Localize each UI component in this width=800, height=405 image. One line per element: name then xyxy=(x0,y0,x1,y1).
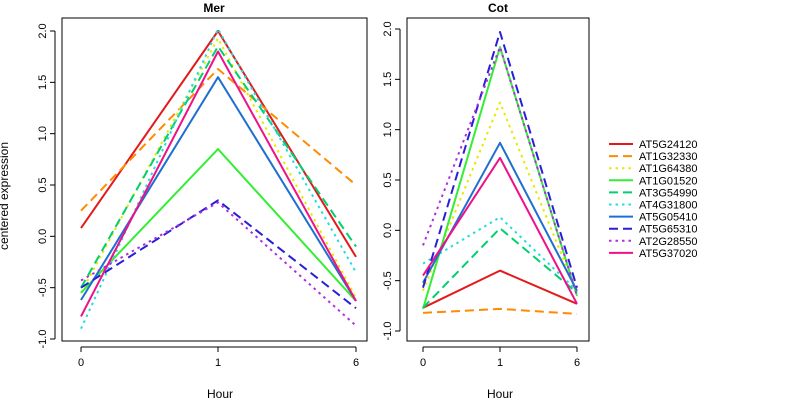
legend-label: AT2G28550 xyxy=(639,236,698,248)
x-axis: 0 1 6 xyxy=(420,346,580,369)
y-tick-label: 0.0 xyxy=(37,229,49,244)
y-tick-label: -0.5 xyxy=(37,278,49,297)
legend-label: AT3G54990 xyxy=(639,187,698,199)
series-line-at1g01520 xyxy=(80,148,357,302)
legend-label: AT5G37020 xyxy=(639,248,698,260)
series-line-at2g28550 xyxy=(80,201,357,327)
y-tick-label: 0.0 xyxy=(382,223,394,238)
x-axis: 0 1 6 xyxy=(78,346,359,369)
series-line-at5g24120 xyxy=(80,30,357,258)
series-line-at1g01520 xyxy=(422,46,578,310)
legend-item: AT5G24120 xyxy=(609,139,698,151)
legend-label: AT5G24120 xyxy=(639,139,698,151)
panel-title: Mer xyxy=(203,1,225,15)
y-axis: -1.0 -0.5 0.0 0.5 1.0 1.5 2.0 xyxy=(382,21,401,341)
panel-mer: Mer Hour -1.0 -0.5 0.0 0.5 1.0 1.5 2.0 0 1 6 xyxy=(37,1,368,401)
y-tick-label: 1.0 xyxy=(382,122,394,137)
y-tick-label: -1.0 xyxy=(382,322,394,341)
series-line-at1g64380 xyxy=(422,101,578,294)
series-line-at1g32330 xyxy=(422,307,578,315)
legend-item: AT1G32330 xyxy=(609,151,698,163)
series-lines xyxy=(422,31,578,315)
y-tick-label: 1.5 xyxy=(37,75,49,90)
x-tick-label: 6 xyxy=(574,357,580,369)
y-axis-label: centered expression xyxy=(0,142,11,250)
series-line-at5g05410 xyxy=(80,76,357,302)
series-line-at5g37020 xyxy=(80,50,357,317)
x-axis-label: Hour xyxy=(207,387,233,400)
panel-title: Cot xyxy=(488,1,508,15)
legend-item: AT3G54990 xyxy=(609,187,698,199)
series-line-at3g54990 xyxy=(80,45,357,289)
y-tick-label: 1.5 xyxy=(382,72,394,87)
panel-cot: Cot Hour -1.0 -0.5 0.0 0.5 1.0 1.5 2.0 0 1 6 xyxy=(382,1,590,401)
legend-label: AT1G64380 xyxy=(639,163,698,175)
y-tick-label: -1.0 xyxy=(37,330,49,349)
y-tick-label: 1.0 xyxy=(37,126,49,141)
x-tick-label: 0 xyxy=(420,357,426,369)
legend-item: AT1G64380 xyxy=(609,163,698,175)
x-tick-label: 1 xyxy=(497,357,503,369)
legend-item: AT5G37020 xyxy=(609,248,698,260)
series-line-at5g24120 xyxy=(422,269,578,309)
y-tick-label: -0.5 xyxy=(382,271,394,290)
legend: AT5G24120AT1G32330AT1G64380AT1G01520AT3G… xyxy=(609,139,698,260)
legend-label: AT1G01520 xyxy=(639,175,698,187)
series-line-at4g31800 xyxy=(80,27,357,330)
legend-item: AT1G01520 xyxy=(609,175,698,187)
y-tick-label: 0.5 xyxy=(37,177,49,192)
series-line-at5g65310 xyxy=(422,31,578,288)
legend-label: AT1G32330 xyxy=(639,151,698,163)
series-line-at5g37020 xyxy=(422,156,578,305)
series-line-at1g32330 xyxy=(80,68,357,212)
y-tick-label: 2.0 xyxy=(382,21,394,36)
y-tick-label: 0.5 xyxy=(382,172,394,187)
legend-item: AT5G05410 xyxy=(609,212,698,224)
plot-frame xyxy=(406,17,590,342)
legend-label: AT5G05410 xyxy=(639,212,698,224)
plot-frame xyxy=(61,17,368,342)
legend-item: AT4G31800 xyxy=(609,200,698,212)
legend-label: AT4G31800 xyxy=(639,200,698,212)
series-line-at3g54990 xyxy=(422,227,578,309)
y-axis: -1.0 -0.5 0.0 0.5 1.0 1.5 2.0 xyxy=(37,23,56,349)
series-line-at5g65310 xyxy=(80,199,357,309)
x-axis-label: Hour xyxy=(487,387,513,400)
series-lines xyxy=(80,27,357,330)
x-tick-label: 0 xyxy=(78,357,84,369)
x-tick-label: 6 xyxy=(353,357,359,369)
legend-item: AT5G65310 xyxy=(609,224,698,236)
x-tick-label: 1 xyxy=(215,357,221,369)
legend-item: AT2G28550 xyxy=(609,236,698,248)
y-tick-label: 2.0 xyxy=(37,23,49,38)
legend-label: AT5G65310 xyxy=(639,224,698,236)
